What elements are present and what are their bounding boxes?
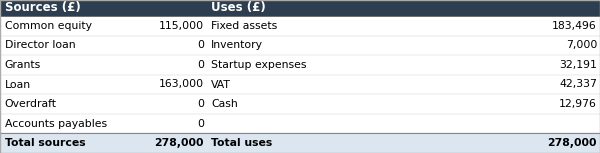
Text: Common equity: Common equity <box>5 21 92 31</box>
Text: 278,000: 278,000 <box>548 138 597 148</box>
Text: 0: 0 <box>197 119 204 129</box>
FancyBboxPatch shape <box>0 75 600 94</box>
Text: Fixed assets: Fixed assets <box>211 21 277 31</box>
Text: Accounts payables: Accounts payables <box>5 119 107 129</box>
Text: 115,000: 115,000 <box>159 21 204 31</box>
FancyBboxPatch shape <box>0 114 600 133</box>
Text: 0: 0 <box>197 40 204 50</box>
Text: Total sources: Total sources <box>5 138 85 148</box>
Text: Director loan: Director loan <box>5 40 76 50</box>
Text: Inventory: Inventory <box>211 40 263 50</box>
Text: 7,000: 7,000 <box>566 40 597 50</box>
Text: Grants: Grants <box>5 60 41 70</box>
FancyBboxPatch shape <box>0 55 600 75</box>
FancyBboxPatch shape <box>0 133 600 153</box>
Text: 0: 0 <box>197 60 204 70</box>
Text: VAT: VAT <box>211 80 231 90</box>
FancyBboxPatch shape <box>0 0 600 16</box>
Text: Startup expenses: Startup expenses <box>211 60 307 70</box>
FancyBboxPatch shape <box>0 94 600 114</box>
Text: 163,000: 163,000 <box>159 80 204 90</box>
Text: Overdraft: Overdraft <box>5 99 57 109</box>
Text: Uses (£): Uses (£) <box>211 2 266 15</box>
Text: Cash: Cash <box>211 99 238 109</box>
Text: 278,000: 278,000 <box>155 138 204 148</box>
Text: 32,191: 32,191 <box>559 60 597 70</box>
Text: 183,496: 183,496 <box>552 21 597 31</box>
Text: Loan: Loan <box>5 80 31 90</box>
Text: 12,976: 12,976 <box>559 99 597 109</box>
Text: 42,337: 42,337 <box>559 80 597 90</box>
Text: 0: 0 <box>197 99 204 109</box>
Text: Total uses: Total uses <box>211 138 272 148</box>
Text: Sources (£): Sources (£) <box>5 2 80 15</box>
FancyBboxPatch shape <box>0 16 600 35</box>
FancyBboxPatch shape <box>0 35 600 55</box>
